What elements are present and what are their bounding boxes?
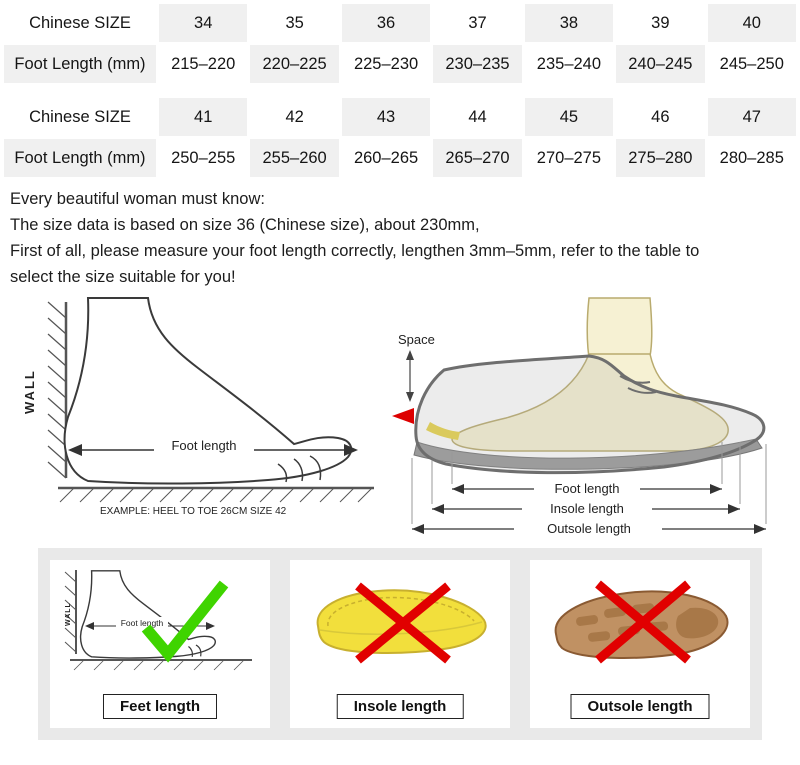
size-cell: 35 <box>250 4 339 42</box>
insole-edge-line <box>319 621 483 635</box>
length-cell: 265–270 <box>433 139 522 177</box>
outsole-length-dimension: Outsole length <box>412 521 766 536</box>
size-cell: 34 <box>159 4 248 42</box>
size-label-cell: Chinese SIZE <box>4 4 156 42</box>
shoe-outline <box>414 354 766 475</box>
dimension-guides <box>411 442 767 524</box>
length-cell: 280–285 <box>707 139 796 177</box>
insole-sliver <box>426 422 460 440</box>
length-cell: 245–250 <box>707 45 796 83</box>
shoe-measure-diagram: Space Foot length <box>392 297 767 536</box>
length-cell: 215–220 <box>159 45 248 83</box>
foot-in-shoe <box>451 353 729 452</box>
foot-length-arrow: Foot length <box>85 617 215 630</box>
size-label-cell: Chinese SIZE <box>4 98 156 136</box>
lace-lines <box>619 375 657 394</box>
feet-length-illustration: WALL <box>64 570 252 671</box>
heel-gap-arrow-icon <box>392 408 414 424</box>
space-label: Space <box>398 332 435 347</box>
insole-illustration <box>316 582 487 664</box>
size-cell: 40 <box>707 4 796 42</box>
panel-label: Feet length <box>102 694 218 719</box>
length-label-cell: Foot Length (mm) <box>4 139 156 177</box>
length-row: Foot Length (mm) 250–255 255–260 260–265… <box>4 139 796 177</box>
length-cell: 220–225 <box>250 45 339 83</box>
wall-label: WALL <box>65 602 72 626</box>
guide-panel-feet-length: WALL <box>50 560 270 728</box>
length-cell: 255–260 <box>250 139 339 177</box>
length-cell: 240–245 <box>616 45 705 83</box>
insole-stitching <box>327 596 475 627</box>
red-cross-icon <box>355 582 451 664</box>
wall-label: WALL <box>22 369 37 414</box>
length-label-cell: Foot Length (mm) <box>4 45 156 83</box>
red-cross-icon <box>595 580 691 664</box>
guide-panel-insole-length: Insole length <box>290 560 510 728</box>
length-cell: 225–230 <box>341 45 431 83</box>
size-cell: 42 <box>250 98 339 136</box>
outsole-heel-patch <box>676 607 719 639</box>
guide-panel-outsole-length: Outsole length <box>530 560 750 728</box>
size-note-line: Every beautiful woman must know: <box>10 190 265 208</box>
length-cell: 230–235 <box>433 45 522 83</box>
outsole-band <box>413 438 763 470</box>
foot-length-dimension: Foot length <box>452 481 722 496</box>
length-cell: 270–275 <box>524 139 614 177</box>
size-row: Chinese SIZE 41 42 43 44 45 46 47 <box>4 98 796 136</box>
length-cell: 275–280 <box>616 139 705 177</box>
size-cell: 41 <box>159 98 248 136</box>
insole-length-label: Insole length <box>550 501 624 516</box>
panel-label: Outsole length <box>570 694 710 719</box>
size-note-line: First of all, please measure your foot l… <box>10 242 700 260</box>
size-table-1: Chinese SIZE 34 35 36 37 38 39 40 Foot L… <box>4 4 796 86</box>
size-note-line: The size data is based on size 36 (Chine… <box>10 216 480 234</box>
size-notes: Every beautiful woman must know: The siz… <box>10 186 790 290</box>
size-row: Chinese SIZE 34 35 36 37 38 39 40 <box>4 4 796 42</box>
foot-length-label: Foot length <box>554 481 619 496</box>
wall-hatch <box>64 570 77 654</box>
size-cell: 37 <box>433 4 522 42</box>
size-cell: 45 <box>524 98 614 136</box>
foot-length-label: Foot length <box>121 618 164 628</box>
foot-outline <box>63 297 353 485</box>
size-cell: 38 <box>524 4 614 42</box>
panel-label: Insole length <box>336 694 464 719</box>
foot-length-arrow: Foot length <box>68 436 358 456</box>
wall-hatch <box>47 301 68 479</box>
space-arrow <box>406 350 414 402</box>
size-note-line: select the size suitable for you! <box>10 268 236 286</box>
size-table-2: Chinese SIZE 41 42 43 44 45 46 47 Foot L… <box>4 98 796 180</box>
size-cell: 46 <box>616 98 705 136</box>
size-cell: 43 <box>341 98 431 136</box>
length-cell: 250–255 <box>159 139 248 177</box>
length-cell: 260–265 <box>341 139 431 177</box>
length-cell: 235–240 <box>524 45 614 83</box>
size-cell: 44 <box>433 98 522 136</box>
ground-line <box>58 486 374 503</box>
ground-line <box>70 659 252 671</box>
size-cell: 36 <box>341 4 431 42</box>
size-cell: 39 <box>616 4 705 42</box>
outsole-illustration <box>554 580 729 664</box>
foot-length-label: Foot length <box>171 438 236 453</box>
length-row: Foot Length (mm) 215–220 220–225 225–230… <box>4 45 796 83</box>
foot-measure-diagram: WALL <box>22 297 374 517</box>
measure-guide-panel: WALL <box>38 548 762 740</box>
green-check-icon <box>141 580 229 663</box>
size-cell: 47 <box>707 98 796 136</box>
outsole-length-label: Outsole length <box>547 521 631 536</box>
example-note: EXAMPLE: HEEL TO TOE 26CM SIZE 42 <box>100 506 287 517</box>
insole-length-dimension: Insole length <box>432 501 740 516</box>
